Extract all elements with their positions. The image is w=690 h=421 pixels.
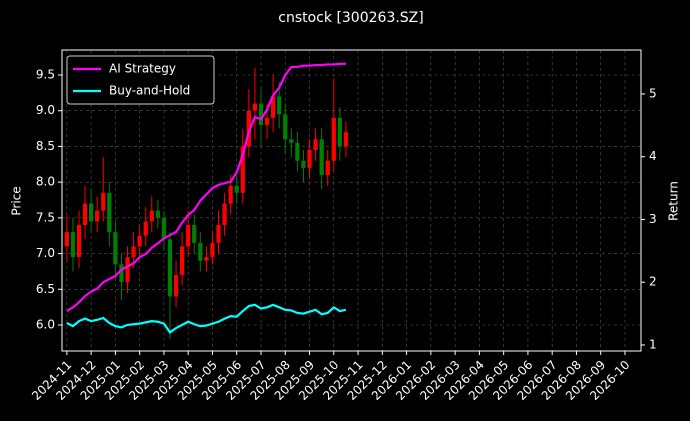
y-tick-label: 9.0 [36, 103, 55, 117]
candle-body [270, 96, 276, 118]
y-tick-label: 6.5 [36, 282, 55, 296]
series-line [66, 303, 347, 334]
candle-body [319, 139, 324, 175]
chart-title: cnstock [300263.SZ] [278, 10, 423, 26]
candle-body [210, 242, 215, 258]
candle-body [222, 203, 227, 225]
candle-body [95, 210, 100, 222]
candle-body [331, 117, 336, 161]
candle-body [283, 114, 288, 140]
candle-body [198, 242, 203, 261]
candle-body [325, 160, 330, 175]
candle-body [295, 142, 300, 161]
candle-body [252, 103, 258, 111]
candle-body [258, 103, 264, 125]
candle-body [301, 160, 306, 168]
candle-body [179, 246, 185, 275]
candle-body [234, 185, 239, 193]
candle-body [101, 192, 106, 211]
candle-body [173, 275, 179, 297]
plot-frame [61, 49, 642, 352]
y2-tick-label: 4 [649, 149, 657, 163]
legend-box [66, 55, 215, 105]
candle-body [125, 257, 130, 283]
y-axis-label: Price [10, 186, 24, 215]
y-tick-label: 9.5 [36, 68, 55, 82]
candle-body [307, 150, 312, 168]
candle-body [113, 232, 118, 265]
candle-body [337, 117, 342, 147]
candle-body [204, 257, 209, 261]
candle-body [167, 239, 173, 297]
candle-body [155, 210, 160, 218]
y-tick-label: 7.0 [36, 246, 55, 260]
y2-tick-label: 2 [649, 275, 657, 289]
y-tick-label: 7.5 [36, 210, 55, 224]
candle-body [119, 264, 124, 283]
y-tick-label: 6.0 [36, 318, 55, 332]
candle-body [149, 210, 154, 222]
y2-tick-label: 5 [649, 86, 657, 100]
candle-body [343, 132, 349, 147]
candle-body [289, 139, 294, 143]
y2-tick-label: 1 [649, 337, 657, 351]
candle-body [88, 203, 94, 222]
y-tick-label: 8.0 [36, 175, 55, 189]
candle-body [192, 225, 197, 243]
candle-body [228, 185, 233, 204]
legend-label: AI Strategy [109, 62, 176, 76]
candle-body [216, 225, 221, 243]
candle-body [186, 225, 191, 247]
legend-label: Buy-and-Hold [109, 84, 190, 98]
candle-body [313, 139, 318, 150]
candle-body [161, 217, 167, 240]
candle-body [240, 146, 245, 193]
candle-body [76, 225, 82, 258]
candle-body [246, 110, 251, 147]
candle-body [64, 232, 69, 247]
candle-body [137, 235, 142, 247]
y2-axis-label: Return [667, 181, 681, 221]
candle-body [70, 232, 76, 258]
candle-body [131, 246, 136, 258]
candle-body [107, 192, 112, 233]
candle-body [82, 203, 88, 225]
candle-body [143, 221, 148, 236]
candle-body [264, 117, 270, 125]
y2-tick-label: 3 [649, 212, 657, 226]
candle-body [277, 96, 282, 115]
y-tick-label: 8.5 [36, 139, 55, 153]
series-line [66, 62, 346, 313]
